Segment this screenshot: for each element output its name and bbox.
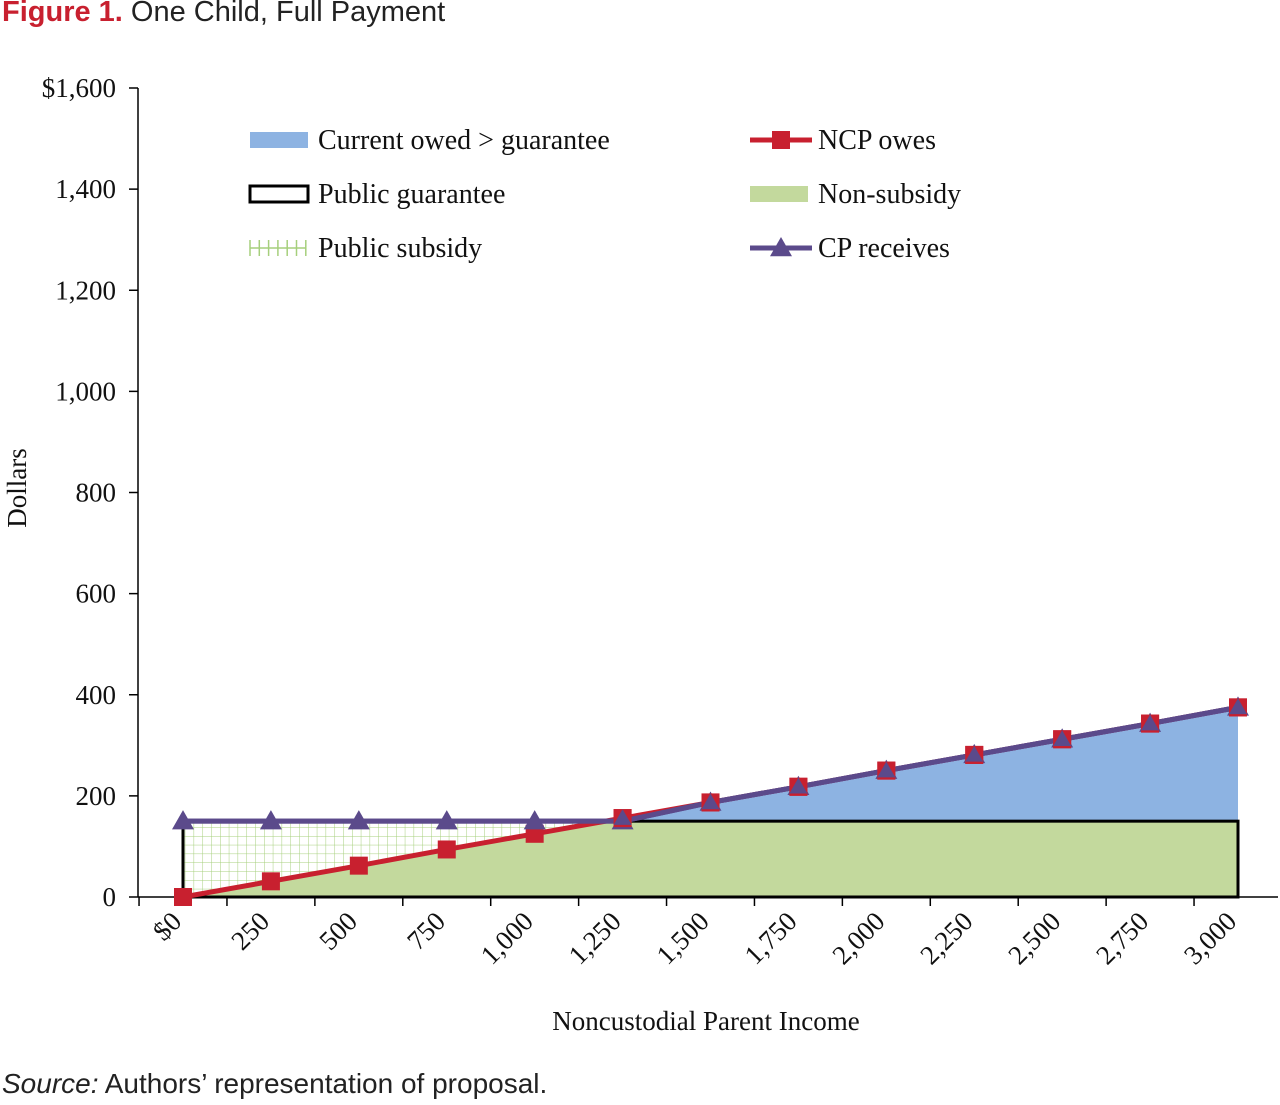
cp-receives-marker-top [1229, 698, 1247, 715]
legend-label-public-guarantee: Public guarantee [318, 179, 505, 210]
ncp-owes-point [261, 872, 280, 891]
source-note: Source: Authors’ representation of propo… [2, 1068, 547, 1100]
cp-receives-marker [348, 811, 369, 829]
legend-swatch-public-subsidy [249, 240, 307, 256]
y-tick-label: 400 [76, 680, 117, 710]
x-tick-label: 2,000 [826, 906, 890, 970]
cp-receives-marker-top [701, 793, 720, 810]
figure-title: Figure 1. One Child, Full Payment [2, 0, 445, 29]
series-layer [172, 696, 1249, 906]
cp-receives-marker-top [789, 777, 808, 794]
x-tick-label: $0 [147, 906, 187, 946]
legend-label-public-subsidy: Public subsidy [318, 233, 482, 264]
source-label: Source: [2, 1068, 99, 1099]
legend-label-cp-receives: CP receives [818, 233, 950, 264]
legend-label-non-subsidy: Non-subsidy [818, 179, 961, 210]
cp-receives-marker [436, 811, 457, 829]
legend: Current owed > guarantee NCP owes Public g… [248, 125, 961, 264]
cp-receives-marker-top [877, 761, 896, 778]
ncp-owes-point [174, 888, 192, 906]
cp-receives-marker-top [1053, 730, 1072, 746]
x-tick-label: 750 [401, 906, 451, 956]
source-text: Authors’ representation of proposal. [104, 1068, 548, 1099]
y-tick-label: 0 [103, 882, 117, 912]
cp-receives-marker-top [965, 745, 984, 762]
x-tick-label: 1,000 [475, 906, 539, 970]
y-tick-label: 1,000 [55, 376, 116, 406]
x-tick-label: 1,250 [563, 906, 627, 970]
x-tick-label: 2,750 [1090, 906, 1154, 970]
legend-label-ncp-owes: NCP owes [818, 125, 936, 156]
y-tick-label: $1,600 [42, 73, 116, 103]
x-tick-label: 500 [313, 906, 363, 956]
x-tick-label: 2,500 [1002, 906, 1066, 970]
x-tick-label: 2,250 [914, 906, 978, 970]
y-tick-label: 200 [76, 781, 117, 811]
legend-swatch-public-guarantee [248, 184, 310, 204]
x-tick-label: 250 [225, 906, 275, 956]
current-owed-area [605, 707, 1238, 822]
cp-receives-marker [260, 811, 281, 829]
cp-receives-marker-top [1141, 714, 1160, 731]
y-tick-label: 600 [76, 579, 117, 609]
cp-receives-marker-top [613, 809, 632, 825]
cp-receives-marker [173, 811, 193, 829]
ncp-owes-point [437, 840, 456, 859]
ncp-owes-point [349, 856, 368, 875]
legend-label-current-owed-guarantee: Current owed > guarantee [318, 125, 610, 156]
non-subsidy-area [183, 821, 1238, 897]
cp-receives-marker [524, 811, 545, 829]
x-tick-label: 3,000 [1178, 906, 1242, 970]
legend-marker-ncp-owes [772, 131, 790, 149]
figure-label: Figure 1. [2, 0, 123, 28]
x-tick-label: 1,500 [651, 906, 715, 970]
legend-marker-cp-receives [770, 237, 792, 257]
figure-title-text: One Child, Full Payment [130, 0, 446, 28]
x-tick-label: 1,750 [738, 906, 802, 970]
y-tick-label: 1,200 [55, 275, 116, 305]
chart: 0 200 400 600 800 1,000 1,200 1,400 $1,600 $0 250 5… [2, 73, 1278, 1036]
y-tick-label: 1,400 [55, 174, 116, 204]
y-axis-label: Dollars [2, 448, 32, 527]
x-axis-label: Noncustodial Parent Income [552, 1006, 859, 1036]
legend-swatch-non-subsidy [750, 186, 808, 202]
y-tick-label: 800 [76, 478, 117, 508]
legend-swatch-current-owed-guarantee [250, 132, 308, 148]
